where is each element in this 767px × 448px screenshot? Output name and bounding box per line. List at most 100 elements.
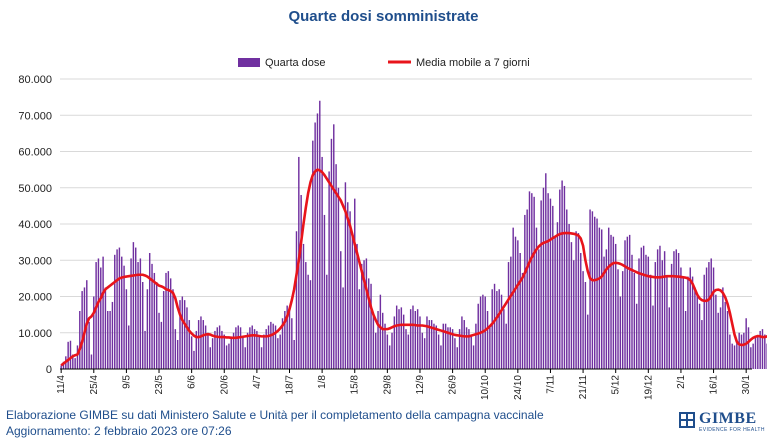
bar xyxy=(645,254,647,369)
bar xyxy=(312,140,314,370)
bar xyxy=(687,276,689,369)
bar xyxy=(757,336,759,370)
bar xyxy=(680,267,682,369)
bar xyxy=(559,189,561,369)
bar xyxy=(486,311,489,369)
bar xyxy=(531,193,533,369)
bar xyxy=(354,198,356,370)
bar xyxy=(510,256,512,370)
bar xyxy=(293,340,295,369)
bar xyxy=(631,254,633,369)
bar xyxy=(610,234,612,370)
bar xyxy=(580,253,582,369)
bar xyxy=(442,323,444,369)
bar xyxy=(309,280,312,369)
bar xyxy=(528,191,531,370)
bar xyxy=(414,311,417,369)
logo-tagline: EVIDENCE FOR HEALTH xyxy=(699,427,765,433)
bar xyxy=(239,327,242,369)
logo-mark-icon xyxy=(679,412,695,428)
bar xyxy=(419,316,421,369)
bar xyxy=(666,276,668,369)
bar xyxy=(538,249,540,370)
bar xyxy=(281,318,284,369)
bar xyxy=(109,311,111,369)
bar xyxy=(337,187,340,369)
bar xyxy=(251,325,253,369)
bar xyxy=(433,323,435,369)
bar xyxy=(216,327,218,369)
footer-updated: Aggiornamento: 2 febbraio 2023 ore 07:26 xyxy=(6,424,232,438)
y-tick-label: 20.000 xyxy=(18,292,52,304)
bar xyxy=(363,260,365,369)
bar xyxy=(428,320,431,369)
bar xyxy=(524,214,526,369)
bar xyxy=(407,334,410,369)
bar xyxy=(386,334,389,369)
footer: Elaborazione GIMBE su dati Ministero Sal… xyxy=(6,407,544,439)
bar xyxy=(535,227,538,370)
bar xyxy=(368,278,370,370)
bar xyxy=(93,296,95,369)
bar xyxy=(344,182,347,369)
bar xyxy=(288,307,291,370)
bar xyxy=(300,195,302,369)
x-tick-labels: 11/4 25/4 9/5 23/5 6/6 20/6 4/7 18/7 1/8 15/8 29/8… xyxy=(56,375,752,400)
bar xyxy=(365,258,368,369)
bar xyxy=(477,303,479,369)
bar xyxy=(74,358,76,370)
bar xyxy=(221,330,223,369)
bar xyxy=(547,193,549,369)
bar xyxy=(123,265,125,369)
bar xyxy=(575,231,577,369)
bar xyxy=(589,209,591,369)
bar xyxy=(584,282,587,369)
bar xyxy=(675,249,677,370)
bar xyxy=(97,258,100,369)
bar xyxy=(244,347,246,369)
bar xyxy=(361,263,363,370)
bar xyxy=(600,229,603,369)
bar xyxy=(242,336,244,370)
bar xyxy=(696,296,698,369)
bar xyxy=(197,320,200,369)
bar xyxy=(90,354,93,369)
bar xyxy=(677,253,680,369)
y-tick-label: 70.000 xyxy=(18,110,52,122)
x-tick-label: 12/9 xyxy=(415,375,426,395)
bar xyxy=(347,202,349,369)
bar xyxy=(470,336,472,370)
bar xyxy=(151,263,153,370)
bar xyxy=(465,327,468,369)
moving-average-series xyxy=(60,168,767,367)
bar xyxy=(638,258,640,369)
x-tick-label: 7/11 xyxy=(545,375,556,394)
chart-title: Quarte dosi somministrate xyxy=(288,8,479,25)
bar xyxy=(489,327,491,369)
bar xyxy=(158,312,160,369)
bar xyxy=(554,236,556,369)
bar xyxy=(146,289,149,369)
bar xyxy=(405,329,407,370)
bar xyxy=(416,309,419,369)
bar xyxy=(701,320,703,369)
bar xyxy=(640,247,643,369)
bar xyxy=(179,300,181,370)
bar xyxy=(444,323,447,369)
bar xyxy=(614,243,617,369)
bar xyxy=(104,287,107,369)
bar xyxy=(88,321,90,370)
bar xyxy=(710,258,712,369)
bar xyxy=(540,200,542,369)
bar xyxy=(526,209,528,369)
bar xyxy=(451,329,454,370)
bar xyxy=(717,312,719,369)
bar xyxy=(596,218,598,369)
bar xyxy=(393,316,396,369)
bar xyxy=(160,321,163,370)
bar xyxy=(738,332,740,369)
bar xyxy=(642,245,645,369)
bar xyxy=(607,227,610,370)
x-tick-label: 23/5 xyxy=(154,375,165,395)
bar xyxy=(752,343,754,370)
